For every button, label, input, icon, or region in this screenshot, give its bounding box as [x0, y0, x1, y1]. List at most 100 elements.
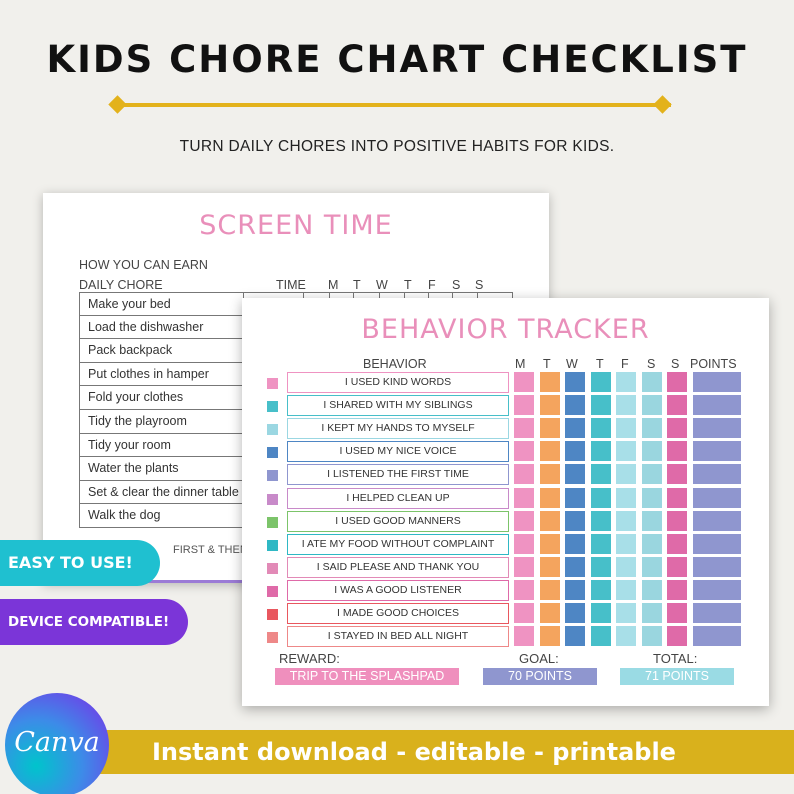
- day-checkbox[interactable]: [514, 395, 534, 416]
- day-checkbox[interactable]: [514, 464, 534, 485]
- points-box[interactable]: [693, 603, 741, 623]
- day-checkbox[interactable]: [642, 510, 662, 531]
- day-checkbox[interactable]: [540, 441, 560, 462]
- day-checkbox[interactable]: [591, 464, 611, 485]
- day-checkbox[interactable]: [591, 487, 611, 508]
- day-checkbox[interactable]: [642, 626, 662, 647]
- day-checkbox[interactable]: [514, 418, 534, 439]
- day-checkbox[interactable]: [540, 579, 560, 600]
- day-checkbox[interactable]: [667, 533, 687, 554]
- day-checkbox[interactable]: [540, 533, 560, 554]
- day-checkbox[interactable]: [616, 510, 636, 531]
- day-checkbox[interactable]: [540, 418, 560, 439]
- day-checkbox[interactable]: [565, 556, 585, 577]
- day-checkbox[interactable]: [616, 533, 636, 554]
- day-checkbox[interactable]: [540, 510, 560, 531]
- points-box[interactable]: [693, 626, 741, 647]
- day-checkbox[interactable]: [642, 556, 662, 577]
- day-checkbox[interactable]: [591, 418, 611, 439]
- points-box[interactable]: [693, 395, 741, 416]
- day-checkbox[interactable]: [642, 372, 662, 392]
- points-box[interactable]: [693, 579, 741, 600]
- day-checkbox[interactable]: [565, 487, 585, 508]
- day-checkbox[interactable]: [514, 372, 534, 392]
- day-checkbox[interactable]: [642, 441, 662, 462]
- day-checkbox[interactable]: [514, 556, 534, 577]
- day-checkbox[interactable]: [514, 487, 534, 508]
- day-checkbox[interactable]: [591, 556, 611, 577]
- day-checkbox[interactable]: [616, 441, 636, 462]
- day-checkbox[interactable]: [667, 487, 687, 508]
- day-checkbox[interactable]: [642, 464, 662, 485]
- day-checkbox[interactable]: [565, 603, 585, 623]
- day-checkbox[interactable]: [591, 372, 611, 392]
- points-box[interactable]: [693, 464, 741, 485]
- points-box[interactable]: [693, 487, 741, 508]
- day-checkbox[interactable]: [616, 626, 636, 647]
- day-checkbox[interactable]: [642, 579, 662, 600]
- day-checkbox[interactable]: [616, 464, 636, 485]
- points-box[interactable]: [693, 418, 741, 439]
- day-checkbox[interactable]: [540, 487, 560, 508]
- day-checkbox[interactable]: [642, 418, 662, 439]
- day-checkbox[interactable]: [591, 395, 611, 416]
- day-checkbox[interactable]: [616, 579, 636, 600]
- day-checkbox[interactable]: [667, 418, 687, 439]
- day-checkbox[interactable]: [565, 533, 585, 554]
- day-checkbox[interactable]: [667, 441, 687, 462]
- day-checkbox[interactable]: [540, 556, 560, 577]
- day-checkbox[interactable]: [514, 603, 534, 623]
- day-checkbox[interactable]: [642, 603, 662, 623]
- day-checkbox[interactable]: [642, 533, 662, 554]
- day-checkbox[interactable]: [514, 510, 534, 531]
- day-checkbox[interactable]: [616, 418, 636, 439]
- points-box[interactable]: [693, 533, 741, 554]
- day-checkbox[interactable]: [565, 510, 585, 531]
- day-checkbox[interactable]: [514, 533, 534, 554]
- points-box[interactable]: [693, 510, 741, 531]
- day-checkbox[interactable]: [667, 579, 687, 600]
- day-checkbox[interactable]: [565, 372, 585, 392]
- day-checkbox[interactable]: [616, 372, 636, 392]
- day-checkbox[interactable]: [514, 626, 534, 647]
- day-checkbox[interactable]: [616, 603, 636, 623]
- day-checkbox[interactable]: [667, 626, 687, 647]
- day-checkbox[interactable]: [616, 487, 636, 508]
- day-checkbox[interactable]: [642, 487, 662, 508]
- day-checkbox[interactable]: [540, 372, 560, 392]
- day-checkbox[interactable]: [565, 626, 585, 647]
- day-checkbox[interactable]: [667, 464, 687, 485]
- points-box[interactable]: [693, 372, 741, 392]
- day-checkbox[interactable]: [565, 441, 585, 462]
- points-box[interactable]: [693, 556, 741, 577]
- earn-label: HOW YOU CAN EARN: [79, 258, 208, 272]
- reward-value: TRIP TO THE SPLASHPAD: [275, 668, 459, 685]
- day-checkbox[interactable]: [591, 603, 611, 623]
- day-checkbox[interactable]: [565, 464, 585, 485]
- day-checkbox[interactable]: [591, 510, 611, 531]
- day-checkbox[interactable]: [591, 579, 611, 600]
- day-checkbox[interactable]: [616, 556, 636, 577]
- day-checkbox[interactable]: [667, 395, 687, 416]
- day-checkbox[interactable]: [565, 579, 585, 600]
- day-checkbox[interactable]: [591, 533, 611, 554]
- day-checkbox[interactable]: [667, 510, 687, 531]
- day-checkbox[interactable]: [667, 372, 687, 392]
- day-checkbox[interactable]: [591, 441, 611, 462]
- day-checkbox[interactable]: [667, 603, 687, 623]
- day-checkbox[interactable]: [565, 418, 585, 439]
- behavior-label: I WAS A GOOD LISTENER: [287, 579, 509, 601]
- day-checkbox[interactable]: [514, 579, 534, 600]
- behavior-tracker-sheet: BEHAVIOR TRACKER BEHAVIOR M T W T F S S …: [242, 298, 769, 706]
- day-checkbox[interactable]: [591, 626, 611, 647]
- day-checkbox[interactable]: [540, 603, 560, 623]
- day-checkbox[interactable]: [540, 464, 560, 485]
- day-checkbox[interactable]: [540, 626, 560, 647]
- day-checkbox[interactable]: [616, 395, 636, 416]
- points-box[interactable]: [693, 441, 741, 462]
- day-checkbox[interactable]: [642, 395, 662, 416]
- day-checkbox[interactable]: [565, 395, 585, 416]
- day-checkbox[interactable]: [514, 441, 534, 462]
- day-checkbox[interactable]: [540, 395, 560, 416]
- day-checkbox[interactable]: [667, 556, 687, 577]
